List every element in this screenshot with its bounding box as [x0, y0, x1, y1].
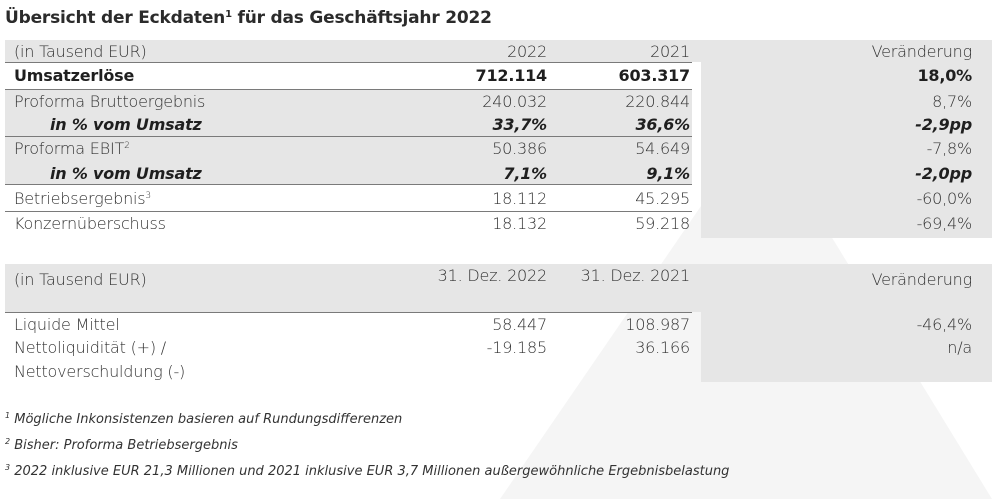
value-2021: 54.649 — [635, 139, 690, 158]
footnote-2: 2 Bisher: Proforma Betriebsergebnis — [5, 437, 238, 454]
value-change: 8,7% — [932, 92, 972, 111]
footnote-ref: 3 — [145, 191, 151, 201]
rule — [5, 62, 692, 63]
value-2022: 18.112 — [492, 189, 547, 208]
value-2021: 59.218 — [635, 214, 690, 233]
value-2021: 36,6% — [635, 115, 690, 134]
value-2022: 33,7% — [492, 115, 547, 134]
row-label: Betriebsergebnis3 — [14, 189, 151, 208]
row-label: Konzernüberschuss — [14, 214, 166, 233]
value-change: -69,4% — [916, 214, 973, 233]
value-2022: 7,1% — [503, 164, 547, 183]
change-column-shade — [701, 62, 992, 238]
header-date-2021: 31. Dez. 2021 — [580, 266, 691, 285]
header-change: Veränderung — [871, 270, 973, 289]
change-column-shade — [701, 312, 992, 382]
value-2021: 220.844 — [625, 92, 690, 111]
page-title: Übersicht der Eckdaten1 für das Geschäft… — [5, 8, 492, 28]
row-label: Liquide Mittel — [14, 315, 120, 334]
rule — [5, 211, 692, 212]
rule — [5, 312, 692, 313]
rule — [5, 136, 692, 137]
header-unit: (in Tausend EUR) — [14, 42, 147, 61]
row-label: in % vom Umsatz — [50, 115, 202, 134]
value-2022: 50.386 — [492, 139, 547, 158]
row-shade-ebit — [5, 136, 692, 184]
value-2022: 18.132 — [492, 214, 547, 233]
row-label: Nettoliquidität (+) / — [14, 338, 166, 357]
header-shade — [5, 264, 992, 312]
header-unit: (in Tausend EUR) — [14, 270, 147, 289]
value-2022: 240.032 — [482, 92, 547, 111]
value-change: -46,4% — [916, 315, 973, 334]
value-2021: 9,1% — [646, 164, 690, 183]
row-label: Proforma EBIT2 — [14, 139, 130, 158]
value-2021: 45.295 — [635, 189, 690, 208]
row-label: Umsatzerlöse — [14, 66, 135, 85]
row-label: Proforma Bruttoergebnis — [14, 92, 206, 111]
value-2021: 603.317 — [618, 66, 691, 85]
value-change: 18,0% — [917, 66, 972, 85]
value-change: -2,0pp — [915, 164, 972, 183]
footnote-ref: 2 — [124, 141, 130, 151]
value-change: n/a — [947, 338, 972, 357]
value-2022: 712.114 — [475, 66, 548, 85]
value-2022: 58.447 — [492, 315, 547, 334]
footnote-1: 1 Mögliche Inkonsistenzen basieren auf R… — [5, 411, 403, 428]
header-date-2022: 31. Dez. 2022 — [437, 266, 548, 285]
row-label: in % vom Umsatz — [50, 164, 202, 183]
footnote-3: 3 2022 inklusive EUR 21,3 Millionen und … — [5, 463, 730, 480]
rule — [5, 89, 692, 90]
row-shade-gross — [5, 90, 692, 136]
value-2021: 108.987 — [625, 315, 690, 334]
header-change: Veränderung — [871, 42, 973, 61]
value-change: -60,0% — [916, 189, 973, 208]
header-year-2022: 2022 — [507, 42, 547, 61]
value-change: -2,9pp — [915, 115, 972, 134]
header-year-2021: 2021 — [650, 42, 690, 61]
value-2021: 36.166 — [635, 338, 690, 357]
value-2022: -19.185 — [486, 338, 548, 357]
row-label-line2: Nettoverschuldung (-) — [14, 362, 186, 381]
value-change: -7,8% — [926, 139, 973, 158]
header-shade — [5, 40, 992, 62]
rule — [5, 184, 692, 185]
